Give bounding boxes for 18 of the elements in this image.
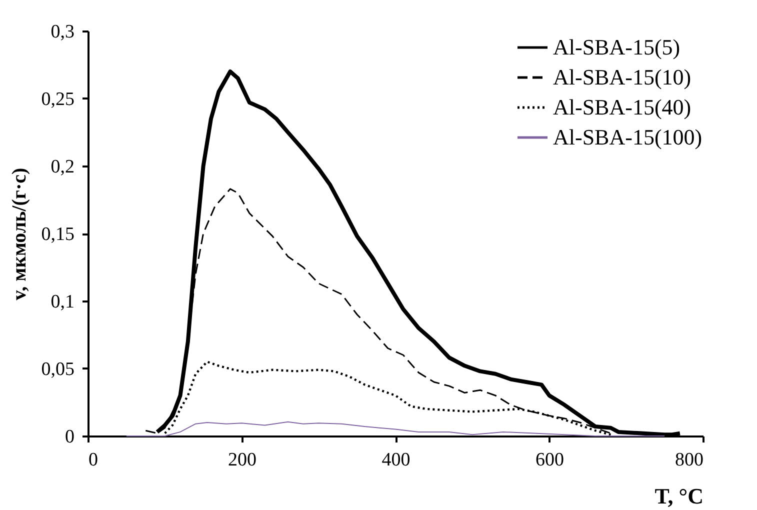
y-tick-label: 0,05	[41, 359, 74, 380]
legend-label: Al-SBA-15(5)	[553, 34, 680, 60]
x-tick-label: 400	[382, 450, 410, 470]
legend-label: Al-SBA-15(40)	[553, 94, 692, 120]
y-tick-label: 0,1	[50, 292, 74, 312]
x-tick-label: 0	[88, 450, 98, 470]
y-tick-label: 0,3	[50, 22, 74, 42]
y-tick-label: 0,25	[41, 89, 74, 110]
x-tick-label: 600	[536, 450, 564, 470]
x-tick-label: 200	[228, 450, 256, 470]
x-axis-title: T, °C	[654, 484, 704, 508]
y-tick-label: 0,15	[41, 224, 74, 245]
y-axis-title: v, мкмоль/(г·с)	[8, 168, 30, 300]
y-tick-label: 0	[65, 426, 74, 448]
legend-label: Al-SBA-15(10)	[553, 64, 692, 90]
x-tick-label: 800	[675, 450, 704, 470]
y-tick-label: 0,2	[50, 156, 74, 178]
legend-label: Al-SBA-15(100)	[553, 124, 702, 150]
